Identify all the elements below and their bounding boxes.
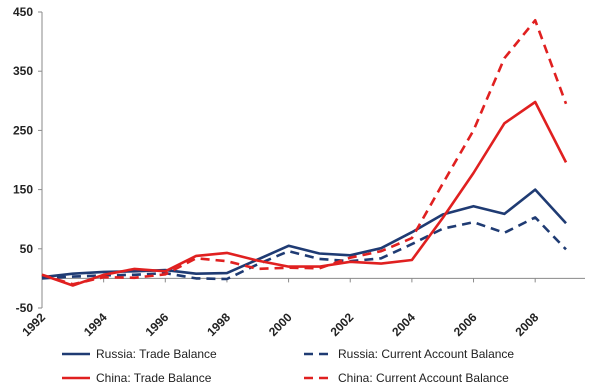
y-tick-label: -50 [16, 301, 34, 315]
x-tick-label: 1998 [204, 310, 233, 339]
x-tick-label: 1994 [81, 310, 110, 339]
y-tick-label: 150 [13, 183, 33, 197]
series-lines [41, 18, 568, 287]
series-line-2 [41, 216, 567, 281]
y-tick-label: 450 [13, 5, 33, 19]
x-tick-label: 2006 [451, 310, 480, 339]
x-axis-ticks: 1992 1994 1996 1998 2000 2002 2004 2006 2008 [19, 278, 542, 339]
series-line-1 [41, 188, 567, 279]
legend-label: China: Trade Balance [96, 371, 212, 385]
x-tick-label: 2004 [389, 310, 418, 339]
legend-label: Russia: Trade Balance [96, 347, 217, 361]
y-tick-label: 250 [13, 123, 33, 137]
x-tick-label: 2002 [328, 310, 357, 339]
y-axis-ticks: 450 350 250 150 50 -50 [13, 5, 42, 315]
legend-label: Russia: Current Account Balance [338, 347, 514, 361]
series-line-3 [41, 100, 568, 287]
x-tick-label: 2008 [513, 310, 542, 339]
y-tick-label: 50 [20, 242, 34, 256]
x-tick-label: 2000 [266, 310, 295, 339]
y-tick-label: 350 [13, 64, 33, 78]
x-tick-label: 1996 [143, 310, 172, 339]
legend-label: China: Current Account Balance [338, 371, 509, 385]
legend: Russia: Trade Balance Russia: Current Acc… [62, 347, 514, 385]
